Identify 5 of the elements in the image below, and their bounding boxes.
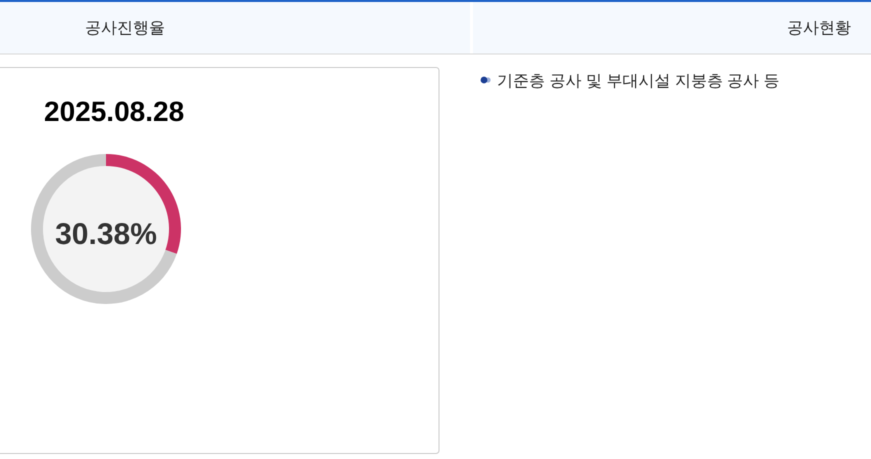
text: 30.38% [55, 218, 157, 251]
chart-title: 공사진행율 [85, 20, 165, 37]
chart-subtitle: 2025.08.28 [44, 96, 184, 127]
text: 기준층 공사 및 부대시설 지붕층 공사 등 [497, 73, 780, 90]
text: 공사현황 [787, 20, 851, 37]
